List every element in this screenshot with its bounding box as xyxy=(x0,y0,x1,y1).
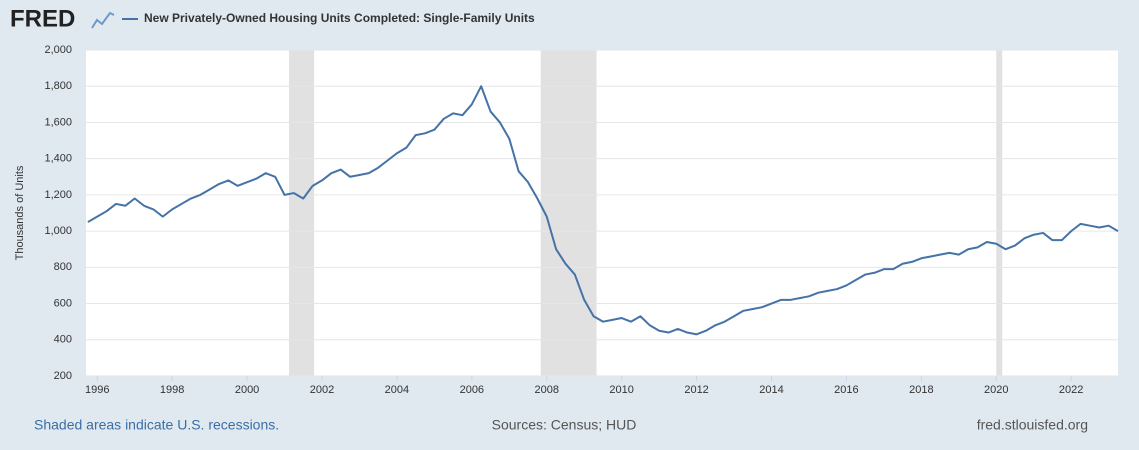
y-tick-label: 200 xyxy=(54,370,72,382)
x-tick-label: 2006 xyxy=(460,384,484,396)
recession-band xyxy=(540,50,597,376)
footer-note[interactable]: Shaded areas indicate U.S. recessions. xyxy=(34,417,279,433)
y-tick-label: 600 xyxy=(54,297,72,309)
y-tick-label: 400 xyxy=(54,334,72,346)
y-tick-label: 1,200 xyxy=(44,189,72,201)
x-tick-label: 2000 xyxy=(235,384,259,396)
x-tick-label: 2014 xyxy=(759,384,783,396)
y-axis-label: Thousands of Units xyxy=(14,165,26,260)
y-tick-label: 800 xyxy=(54,261,72,273)
x-tick-label: 2022 xyxy=(1059,384,1083,396)
recession-band xyxy=(289,50,315,376)
x-tick-label: 2002 xyxy=(310,384,334,396)
y-tick-label: 2,000 xyxy=(44,44,72,56)
y-tick-label: 1,800 xyxy=(44,80,72,92)
logo-icon xyxy=(91,11,115,29)
recession-band xyxy=(996,50,1003,376)
y-tick-label: 1,600 xyxy=(44,116,72,128)
x-tick-label: 1996 xyxy=(85,384,109,396)
x-tick-label: 2012 xyxy=(684,384,708,396)
x-tick-label: 1998 xyxy=(160,384,184,396)
x-tick-label: 2016 xyxy=(834,384,858,396)
y-tick-label: 1,400 xyxy=(44,153,72,165)
x-tick-label: 2004 xyxy=(385,384,409,396)
logo[interactable]: FRED xyxy=(10,5,75,32)
x-tick-label: 2008 xyxy=(535,384,559,396)
x-tick-label: 2018 xyxy=(909,384,933,396)
y-tick-label: 1,000 xyxy=(44,225,72,237)
x-tick-label: 2020 xyxy=(984,384,1008,396)
footer-sources: Sources: Census; HUD xyxy=(492,417,637,433)
footer-url[interactable]: fred.stlouisfed.org xyxy=(977,417,1088,433)
series-line xyxy=(87,85,1119,336)
x-tick-label: 2010 xyxy=(609,384,633,396)
plot-area xyxy=(86,50,1118,376)
legend-label[interactable]: New Privately-Owned Housing Units Comple… xyxy=(144,11,535,25)
